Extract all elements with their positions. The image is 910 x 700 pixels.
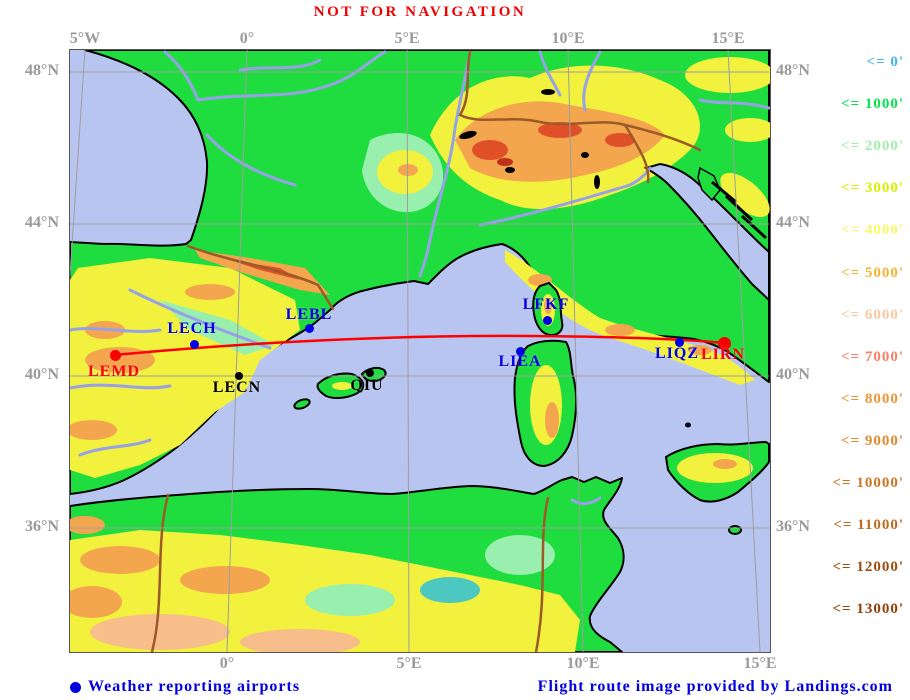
pyrenees bbox=[195, 250, 330, 295]
credit-caption: Flight route image provided by Landings.… bbox=[537, 678, 893, 695]
airport-dot-LIRN[interactable] bbox=[717, 336, 731, 350]
legend-item-6: <= 6000' bbox=[840, 307, 904, 323]
atlas-peak bbox=[80, 546, 160, 574]
sahara-edge bbox=[240, 629, 360, 652]
graticule bbox=[70, 50, 769, 652]
axis-label-top-15°E: 15°E bbox=[711, 30, 745, 47]
axis-label-top-10°E: 10°E bbox=[551, 30, 585, 47]
axis-label-right-40°N: 40°N bbox=[776, 366, 810, 383]
airport-dot-LIEA[interactable] bbox=[515, 346, 525, 356]
legend-item-0: <= 0' bbox=[866, 54, 904, 70]
adriatic-sea bbox=[643, 162, 770, 303]
airport-label-LIRN: LIRN bbox=[700, 346, 745, 363]
legend-item-11: <= 11000' bbox=[833, 517, 904, 533]
airport-dot-LFKF[interactable] bbox=[542, 315, 552, 325]
airport-label-LIEA: LIEA bbox=[498, 353, 542, 370]
alps-peak bbox=[472, 140, 508, 160]
axis-label-bottom-5°E: 5°E bbox=[396, 655, 422, 672]
legend-item-10: <= 10000' bbox=[832, 475, 904, 491]
atlas-peak bbox=[70, 586, 122, 618]
pantelleria-island bbox=[728, 525, 742, 535]
airport-dot-LEBL[interactable] bbox=[304, 323, 314, 333]
axis-label-left-44°N: 44°N bbox=[25, 214, 59, 231]
airport-label-LEMD: LEMD bbox=[88, 363, 140, 380]
croatian-islands bbox=[711, 180, 768, 240]
airport-label-QIU: QIU bbox=[350, 377, 384, 394]
terrain-map-image bbox=[70, 50, 770, 652]
massif-central-peak bbox=[398, 164, 418, 176]
axis-label-bottom-15°E: 15°E bbox=[743, 655, 777, 672]
axis-label-left-40°N: 40°N bbox=[25, 366, 59, 383]
page-title: NOT FOR NAVIGATION bbox=[313, 4, 527, 20]
airport-dot-QIU[interactable] bbox=[366, 369, 374, 377]
austria-hills bbox=[685, 57, 770, 93]
sicily-peak bbox=[713, 459, 737, 469]
legend-item-9: <= 9000' bbox=[840, 433, 904, 449]
axis-label-left-36°N: 36°N bbox=[25, 518, 59, 535]
flight-route-line bbox=[114, 334, 725, 357]
dinaric-hills bbox=[720, 172, 770, 218]
airport-dot-LIQZ[interactable] bbox=[674, 337, 684, 347]
sardinia-highlands bbox=[530, 365, 562, 445]
airport-label-LIQZ: LIQZ bbox=[654, 345, 699, 362]
axis-label-top-5°W: 5°W bbox=[69, 30, 101, 47]
africa-plateau bbox=[305, 584, 395, 616]
tunisia-plateau bbox=[485, 535, 555, 575]
terrain-map bbox=[69, 49, 771, 653]
legend-item-8: <= 8000' bbox=[840, 391, 904, 407]
axis-label-right-48°N: 48°N bbox=[776, 62, 810, 79]
legend-item-2: <= 2000' bbox=[840, 138, 904, 154]
spain-mountain-patch bbox=[70, 420, 117, 440]
corsica-peak bbox=[544, 298, 552, 314]
spain-mountain-patch bbox=[185, 284, 235, 300]
airport-label-LECN: LECN bbox=[212, 379, 262, 396]
legend-item-4: <= 4000' bbox=[840, 222, 904, 238]
legend-item-5: <= 5000' bbox=[840, 265, 904, 281]
airport-label-LFKF: LFKF bbox=[522, 296, 570, 313]
airport-dot-LECN[interactable] bbox=[235, 372, 243, 380]
istria-peninsula bbox=[697, 166, 721, 202]
alps-peak bbox=[605, 133, 635, 147]
spain-highlands bbox=[70, 258, 300, 478]
airport-dot-LECH[interactable] bbox=[189, 339, 199, 349]
apennine-peak bbox=[605, 324, 635, 336]
airport-dot-LEMD[interactable] bbox=[109, 349, 121, 361]
weather-airport-dot-icon bbox=[70, 682, 81, 693]
axis-label-left-48°N: 48°N bbox=[25, 62, 59, 79]
apennine-peak bbox=[688, 345, 712, 355]
legend-item-12: <= 12000' bbox=[832, 559, 904, 575]
sahara-edge bbox=[90, 614, 230, 650]
balkan-hills bbox=[725, 118, 770, 142]
legend-item-7: <= 7000' bbox=[840, 349, 904, 365]
chott-salt-lake bbox=[420, 577, 480, 603]
legend-item-13: <= 13000' bbox=[832, 601, 904, 617]
lakes bbox=[459, 89, 600, 189]
legend-item-1: <= 1000' bbox=[840, 96, 904, 112]
legend-item-3: <= 3000' bbox=[840, 180, 904, 196]
pyrenees-core bbox=[230, 260, 300, 280]
axis-label-top-0°: 0° bbox=[239, 30, 255, 47]
rif-mountains bbox=[70, 516, 105, 534]
islet bbox=[685, 422, 691, 428]
axis-label-right-36°N: 36°N bbox=[776, 518, 810, 535]
mallorca-highlands bbox=[332, 382, 352, 390]
axis-label-bottom-10°E: 10°E bbox=[566, 655, 600, 672]
axis-label-bottom-0°: 0° bbox=[219, 655, 235, 672]
sicily-highlands bbox=[677, 453, 753, 483]
axis-label-right-44°N: 44°N bbox=[776, 214, 810, 231]
country-borders bbox=[150, 50, 702, 652]
alps-summit bbox=[497, 158, 513, 166]
rivers bbox=[70, 50, 770, 505]
axis-label-top-5°E: 5°E bbox=[394, 30, 420, 47]
ibiza-island bbox=[293, 398, 311, 410]
weather-airports-caption: Weather reporting airports bbox=[88, 678, 301, 695]
airport-label-LEBL: LEBL bbox=[285, 306, 333, 323]
sardinia-peak bbox=[545, 402, 559, 438]
airport-label-LECH: LECH bbox=[167, 320, 217, 337]
alps-peak bbox=[538, 122, 582, 138]
atlas-peak bbox=[180, 566, 270, 594]
